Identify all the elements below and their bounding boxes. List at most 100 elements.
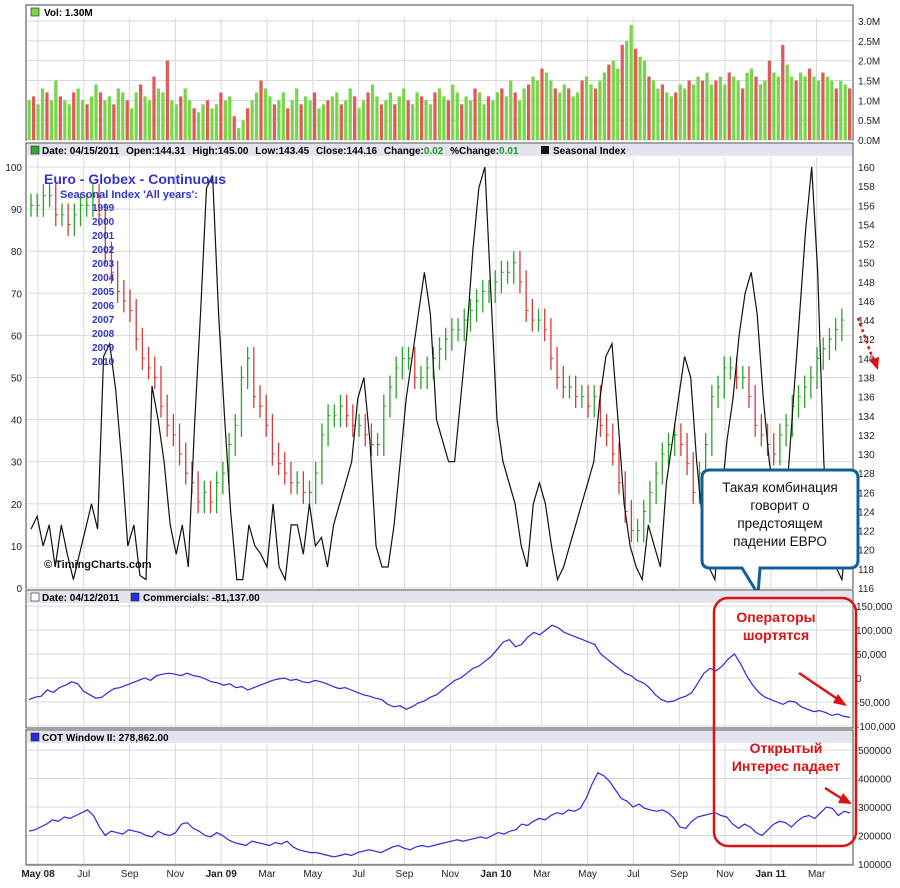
commercials-tick-label: -100,000	[856, 722, 896, 733]
seasonal-legend: Seasonal Index	[553, 146, 626, 157]
volume-bar	[446, 100, 450, 140]
volume-bar	[834, 88, 838, 140]
volume-bar	[812, 76, 816, 140]
chart-title: Euro - Globex - Continuous	[44, 171, 226, 187]
x-tick-label: Jan 09	[206, 869, 238, 880]
volume-bar	[647, 76, 651, 140]
volume-bar	[237, 128, 241, 140]
right-tick-label: 122	[858, 527, 875, 538]
volume-bar	[598, 80, 602, 140]
volume-bar	[620, 44, 624, 140]
volume-bar	[219, 92, 223, 140]
volume-bar	[839, 80, 843, 140]
x-tick-label: Jul	[77, 869, 90, 880]
highlight-box: Операторы шортятся Открытый Интерес падает	[712, 596, 858, 848]
volume-tick-label: 0.5M	[858, 116, 880, 127]
volume-bar	[567, 88, 571, 140]
right-tick-label: 160	[858, 163, 875, 174]
volume-bar	[687, 80, 691, 140]
x-tick-label: Jan 10	[480, 869, 512, 880]
commercials-tick-label: 150,000	[856, 602, 893, 613]
volume-bar	[477, 92, 482, 140]
header-change-label: Change:	[384, 146, 424, 157]
volume-bar	[121, 92, 125, 140]
volume-bar	[196, 112, 201, 140]
volume-bar	[803, 76, 807, 140]
price-header: Date: 04/15/2011 Open:144.31 High:145.00…	[42, 146, 519, 157]
volume-bar	[428, 104, 433, 140]
volume-bar	[317, 108, 321, 140]
right-tick-label: 156	[858, 201, 875, 212]
volume-bar	[27, 100, 31, 140]
volume-bar	[732, 76, 736, 140]
green-square-icon	[30, 7, 40, 17]
volume-bar	[388, 92, 392, 140]
x-tick-label: May 08	[21, 869, 55, 880]
volume-tick-label: 1.0M	[858, 96, 880, 107]
volume-bar	[138, 84, 143, 140]
volume-bar	[772, 72, 776, 140]
volume-bar	[767, 60, 772, 140]
volume-bar	[651, 80, 656, 140]
right-tick-label: 116	[858, 584, 874, 595]
volume-bar	[232, 116, 236, 140]
volume-bar	[134, 92, 138, 140]
volume-bar	[562, 84, 566, 140]
volume-bar	[335, 92, 339, 140]
blue-square-icon	[130, 592, 140, 602]
year-label: 2007	[92, 315, 115, 326]
volume-bar	[656, 88, 660, 140]
volume-bar	[531, 76, 535, 140]
volume-bar	[94, 84, 98, 140]
year-label: 2005	[92, 287, 115, 298]
volume-bar	[415, 92, 419, 140]
x-tick-label: Mar	[258, 869, 276, 880]
volume-bar	[553, 88, 557, 140]
volume-bar	[406, 100, 410, 140]
volume-bar	[228, 96, 232, 140]
x-tick-label: Nov	[441, 869, 459, 880]
volume-bar	[625, 40, 629, 141]
year-label: 2000	[92, 217, 115, 228]
volume-bar	[170, 100, 174, 140]
volume-bar	[602, 72, 607, 140]
header-open: Open:144.31	[126, 146, 186, 157]
volume-bar	[183, 88, 187, 140]
volume-bar	[277, 100, 281, 140]
right-tick-label: 146	[858, 297, 875, 308]
volume-bar	[678, 84, 682, 140]
year-label: 2001	[92, 231, 115, 242]
right-tick-label: 158	[858, 182, 875, 193]
red-arrow-price	[856, 317, 879, 370]
volume-bar	[522, 88, 526, 140]
volume-bar	[460, 104, 464, 140]
year-label: 2009	[92, 343, 115, 354]
volume-bar	[98, 92, 103, 140]
header-close: Close:144.16	[316, 146, 378, 157]
volume-bar	[669, 96, 673, 140]
cot-tick-label: 300000	[858, 803, 892, 814]
operators-label: Операторы шортятся	[736, 609, 815, 643]
right-tick-label: 148	[858, 278, 875, 289]
green-square-icon	[30, 145, 40, 155]
volume-tick-label: 2.0M	[858, 57, 880, 68]
volume-bar	[718, 76, 722, 140]
year-label: 2003	[92, 259, 115, 270]
volume-bar	[513, 92, 517, 140]
red-arrow-open-interest	[838, 793, 852, 804]
volume-bar	[451, 84, 455, 140]
x-tick-label: Jul	[352, 869, 365, 880]
volume-bar	[263, 88, 268, 140]
volume-bar	[781, 44, 785, 140]
volume-bar	[67, 104, 71, 140]
blue-square-icon	[30, 732, 40, 742]
volume-bar	[848, 88, 852, 140]
volume-bar	[437, 88, 442, 140]
volume-bar	[375, 96, 379, 140]
volume-bar	[616, 68, 620, 140]
right-tick-label: 144	[858, 316, 875, 327]
volume-bar	[188, 100, 192, 140]
year-label: 2004	[92, 273, 115, 284]
right-tick-label: 130	[858, 450, 875, 461]
volume-bar	[785, 64, 789, 140]
